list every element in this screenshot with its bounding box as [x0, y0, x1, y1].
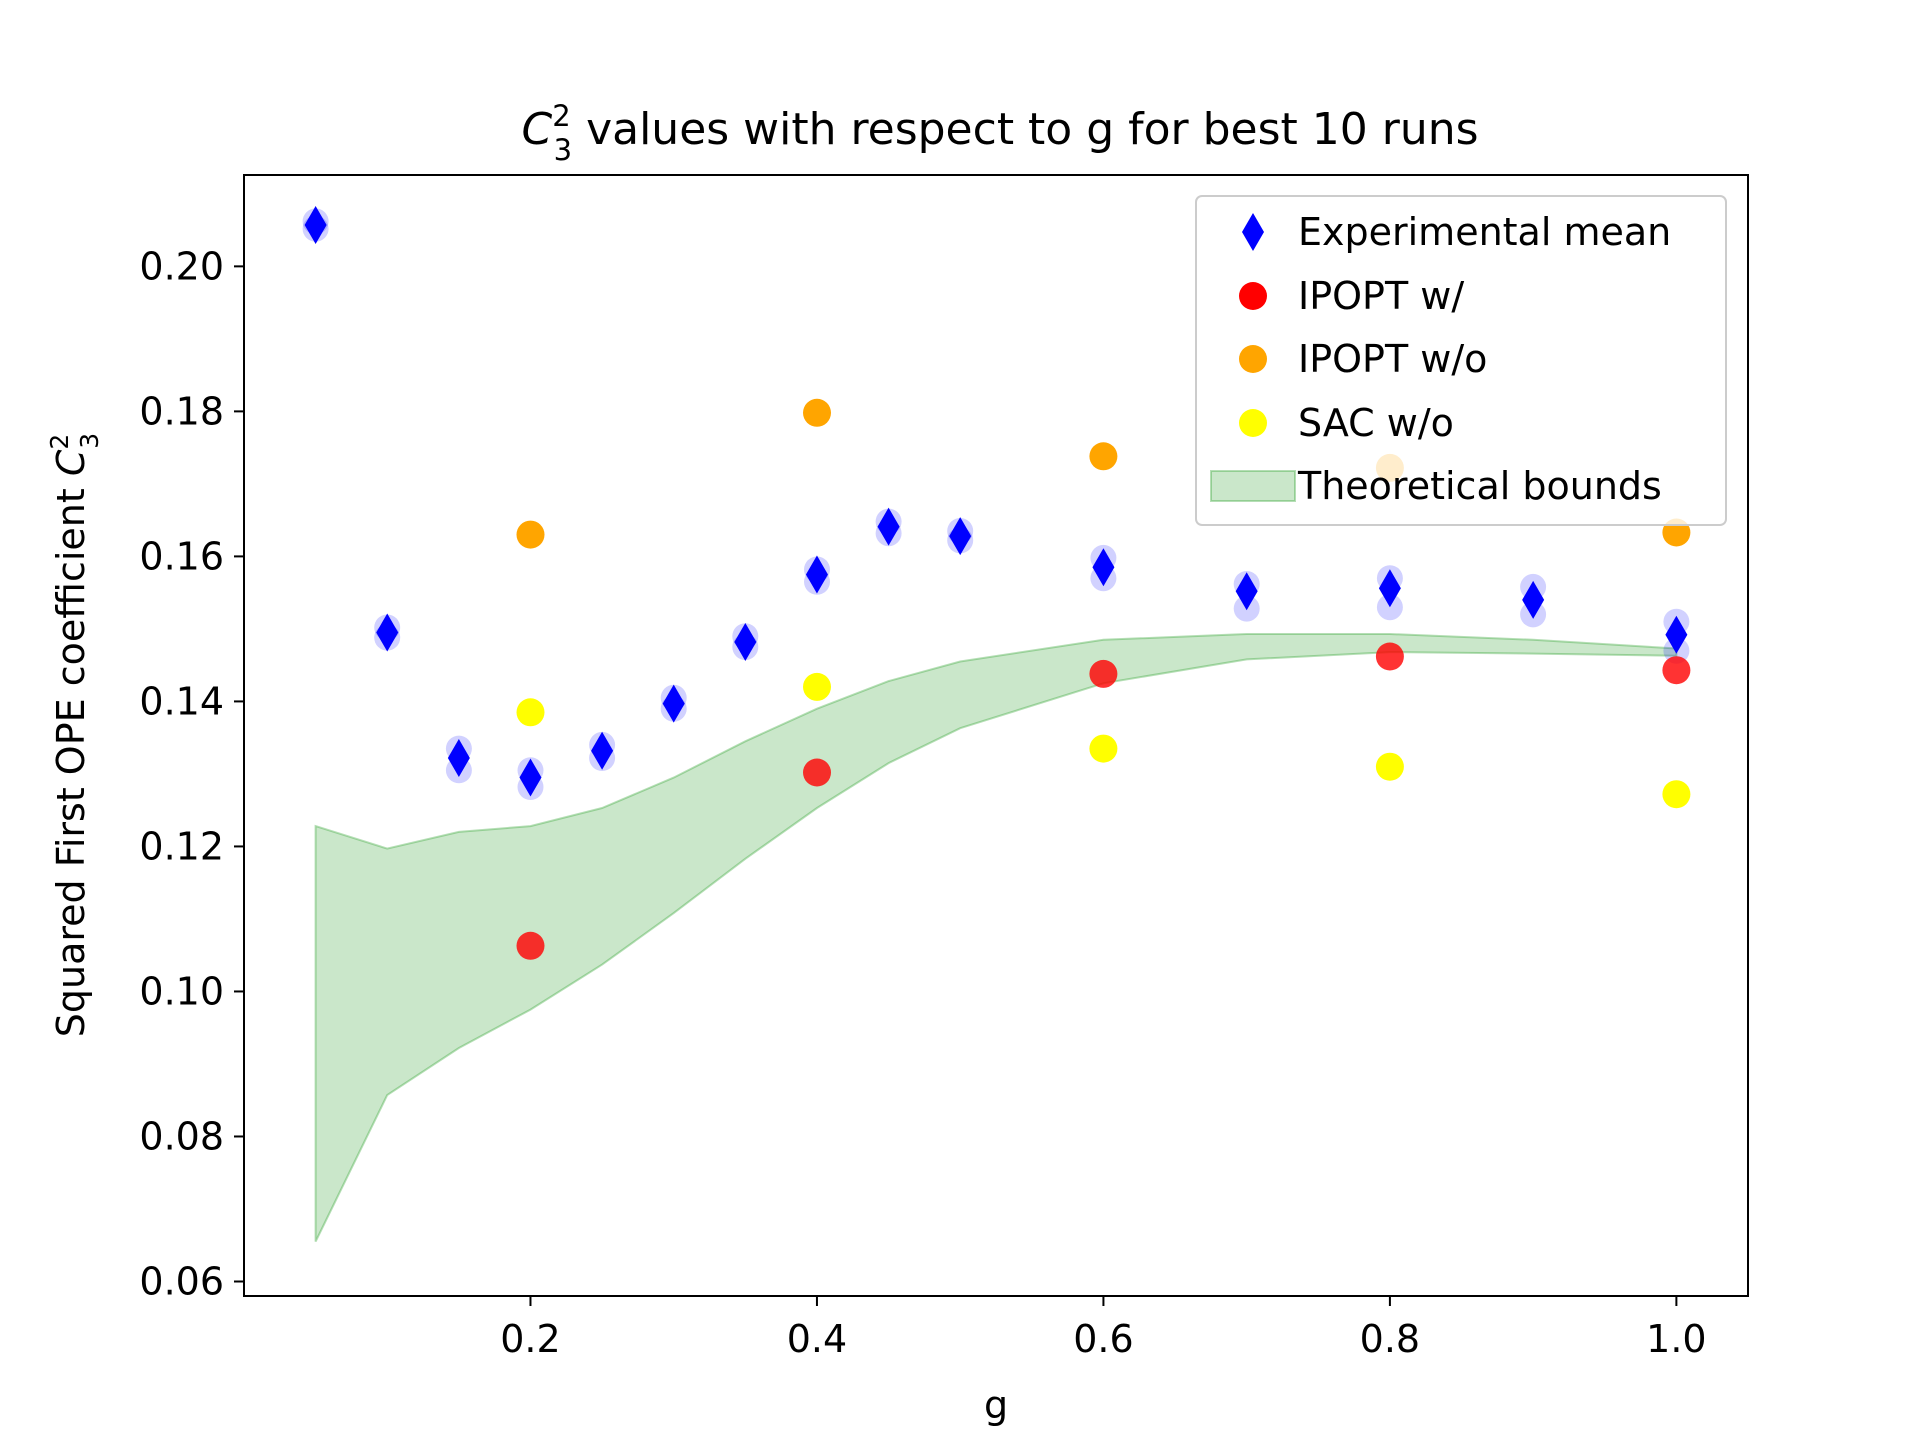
legend-label-experimental-mean: Experimental mean [1298, 210, 1671, 254]
experimental-mean-point [591, 731, 614, 770]
legend-circle-icon [1239, 409, 1267, 437]
experimental-mean-point [1092, 548, 1115, 587]
legend-marker-ipopt-with [1239, 282, 1267, 310]
experimental-mean-point [662, 684, 685, 723]
y-tick-label: 0.14 [139, 679, 224, 723]
legend-box [1195, 195, 1727, 526]
experimental-mean-point [1235, 572, 1258, 611]
experimental-mean-point [734, 622, 757, 661]
y-tick-label: 0.06 [139, 1259, 224, 1303]
y-axis-label-superscript: 2 [45, 434, 74, 450]
chart-title: C2 3 values with respect to g for best 10… [521, 99, 1478, 167]
experimental-mean-point [1378, 569, 1401, 608]
title-symbol: C [521, 104, 552, 155]
legend-marker-theoretical-bounds [1210, 470, 1296, 502]
y-axis-label-text: Squared First OPE coefficient [49, 476, 93, 1037]
y-axis-ticks: 0.06 0.08 0.10 0.12 0.14 0.16 0.18 0.20 [139, 244, 244, 1303]
y-tick-label: 0.10 [139, 969, 224, 1013]
y-tick-label: 0.20 [139, 244, 224, 288]
y-tick-label: 0.16 [139, 534, 224, 578]
ipopt-with-point [1662, 656, 1691, 685]
experimental-mean-point [304, 206, 327, 245]
ipopt-without-point [516, 520, 545, 549]
experimental-mean-point [376, 613, 399, 652]
theoretical-bounds-area [314, 633, 1678, 1243]
ipopt-without-point [803, 398, 831, 427]
legend-label-ipopt-without: IPOPT w/o [1298, 337, 1487, 381]
sac-without-point [1375, 752, 1404, 781]
legend-label-theoretical-bounds: Theoretical bounds [1297, 464, 1662, 508]
experimental-mean-point [877, 507, 900, 546]
ipopt-with-point [516, 931, 545, 960]
legend-band-swatch [1210, 470, 1296, 502]
title-subscript: 3 [554, 133, 572, 167]
sac-without-point [1089, 734, 1118, 763]
experimental-mean-point [949, 517, 972, 556]
y-axis-label-symbol: C [49, 449, 93, 476]
ipopt-without-point [1089, 442, 1118, 471]
x-tick-label: 0.6 [1073, 1317, 1133, 1361]
legend-marker-sac-without [1239, 409, 1267, 437]
x-tick-label: 0.4 [787, 1317, 847, 1361]
experimental-mean-point [1522, 580, 1545, 619]
legend-diamond-icon [1242, 213, 1264, 251]
experimental-mean-point [1665, 615, 1688, 654]
y-tick-label: 0.18 [139, 389, 224, 433]
legend-circle-icon [1239, 345, 1267, 373]
theoretical-bounds-band [314, 633, 1678, 1243]
legend-marker-experimental-mean [1242, 213, 1264, 251]
ipopt-with-point [1089, 659, 1118, 688]
sac-without-point [1662, 780, 1691, 809]
y-tick-label: 0.12 [139, 824, 224, 868]
legend-label-ipopt-with: IPOPT w/ [1298, 274, 1464, 318]
title-superscript: 2 [552, 99, 570, 133]
legend-label-sac-without: SAC w/o [1298, 401, 1454, 445]
sac-without-point [516, 698, 545, 727]
x-axis-label: g [984, 1383, 1008, 1427]
x-tick-label: 0.8 [1360, 1317, 1420, 1361]
legend: Experimental mean IPOPT w/ IPOPT w/o SAC… [1195, 195, 1727, 526]
y-tick-label: 0.08 [139, 1114, 224, 1158]
ipopt-with-point [803, 758, 831, 787]
plot-frame [243, 174, 1749, 1297]
x-axis-ticks: 0.2 0.4 0.6 0.8 1.0 [500, 1296, 1707, 1361]
experimental-mean-point [447, 738, 470, 777]
legend-circle-icon [1239, 282, 1267, 310]
y-axis-label-subscript: 3 [75, 433, 104, 449]
y-axis-label: Squared First OPE coefficient C23 [45, 433, 104, 1037]
experimental-mean-point [519, 758, 542, 797]
x-tick-label: 0.2 [500, 1317, 560, 1361]
legend-marker-ipopt-without [1239, 345, 1267, 373]
title-text: values with respect to g for best 10 run… [572, 104, 1478, 155]
experimental-mean-point [805, 555, 828, 594]
x-tick-label: 1.0 [1646, 1317, 1706, 1361]
sac-without-point [803, 672, 831, 701]
ipopt-with-point [1375, 642, 1404, 671]
